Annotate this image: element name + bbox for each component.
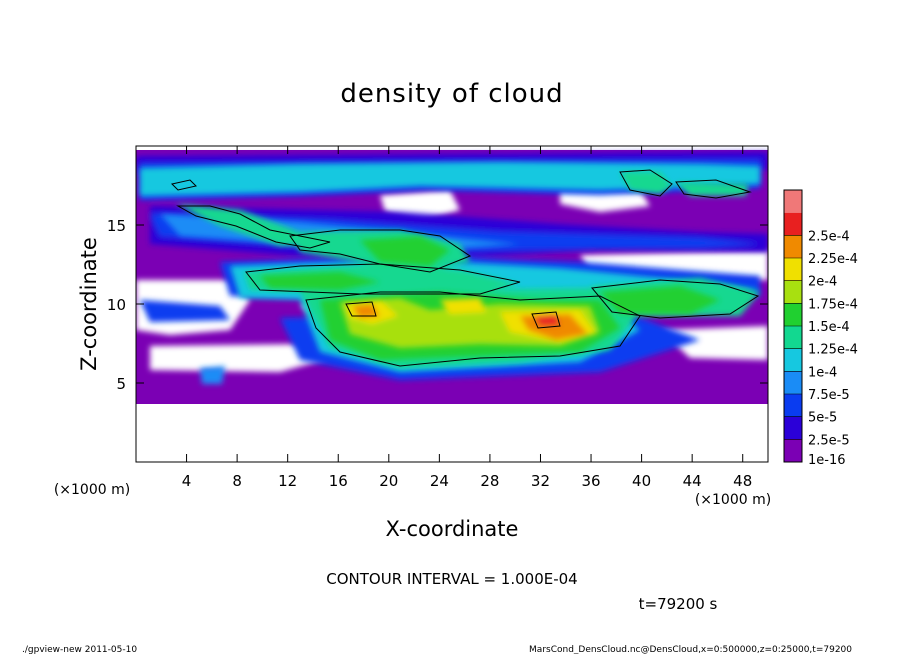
x-tick-label: 16: [329, 472, 348, 490]
colorbar-label: 1e-4: [808, 365, 837, 380]
y-tick-label: 15: [107, 217, 126, 235]
colorbar-swatch: [784, 371, 802, 394]
x-tick-label: 24: [430, 472, 449, 490]
colorbar-label: 2.5e-4: [808, 229, 850, 244]
colorbar-label: 1.5e-4: [808, 320, 850, 335]
colorbar-swatch: [784, 416, 802, 440]
density-field: [136, 146, 768, 462]
colorbar-label: 1.25e-4: [808, 343, 858, 358]
colorbar-swatch: [784, 303, 802, 326]
x-tick-label: 20: [379, 472, 398, 490]
colorbar-swatch: [784, 235, 802, 258]
colorbar-label: 7.5e-5: [808, 388, 850, 403]
colorbar-swatch: [784, 394, 802, 417]
time-label: t=79200 s: [639, 595, 718, 613]
colorbar-swatch: [784, 190, 802, 213]
x-axis: 4 8 12 16 20 24 28 32 36 40 44 48: [182, 146, 752, 490]
colorbar-label: 2.5e-5: [808, 433, 850, 448]
colorbar-label: 1e-16: [808, 453, 846, 468]
colorbar-swatch: [784, 348, 802, 372]
chart-title: density of cloud: [340, 79, 563, 109]
y-unit-label: (×1000 m): [54, 482, 130, 498]
x-tick-label: 8: [232, 472, 242, 490]
colorbar-swatch: [784, 258, 802, 281]
y-tick-label: 10: [107, 296, 126, 314]
x-tick-label: 36: [581, 472, 600, 490]
colorbar-label: 5e-5: [808, 411, 837, 426]
x-tick-label: 40: [632, 472, 651, 490]
x-tick-label: 4: [182, 472, 192, 490]
x-tick-label: 44: [683, 472, 702, 490]
colorbar-swatch: [784, 212, 802, 236]
x-unit-label: (×1000 m): [695, 492, 771, 508]
colorbar-swatch: [784, 439, 802, 462]
y-axis-title: Z-coordinate: [77, 237, 101, 371]
y-axis: 5 10 15: [107, 217, 768, 393]
colorbar-label: 2.25e-4: [808, 252, 858, 267]
x-tick-label: 12: [278, 472, 297, 490]
colorbar-swatch: [784, 326, 802, 349]
colorbar: 1e-16 2.5e-5 5e-5 7.5e-5 1e-4 1.25e-4 1.5e-4 1.…: [783, 189, 858, 468]
x-tick-label: 48: [733, 472, 752, 490]
x-tick-label: 28: [480, 472, 499, 490]
colorbar-label: 1.75e-4: [808, 297, 858, 312]
x-axis-title: X-coordinate: [386, 517, 519, 541]
x-tick-label: 32: [531, 472, 550, 490]
contour-interval-text: CONTOUR INTERVAL = 1.000E-04: [326, 570, 577, 588]
footer-right-text: MarsCond_DensCloud.nc@DensCloud,x=0:5000…: [529, 645, 852, 654]
y-tick-label: 5: [116, 375, 126, 393]
colorbar-swatch: [784, 280, 802, 304]
colorbar-label: 2e-4: [808, 275, 837, 290]
footer-left-text: ./gpview-new 2011-05-10: [22, 645, 137, 654]
